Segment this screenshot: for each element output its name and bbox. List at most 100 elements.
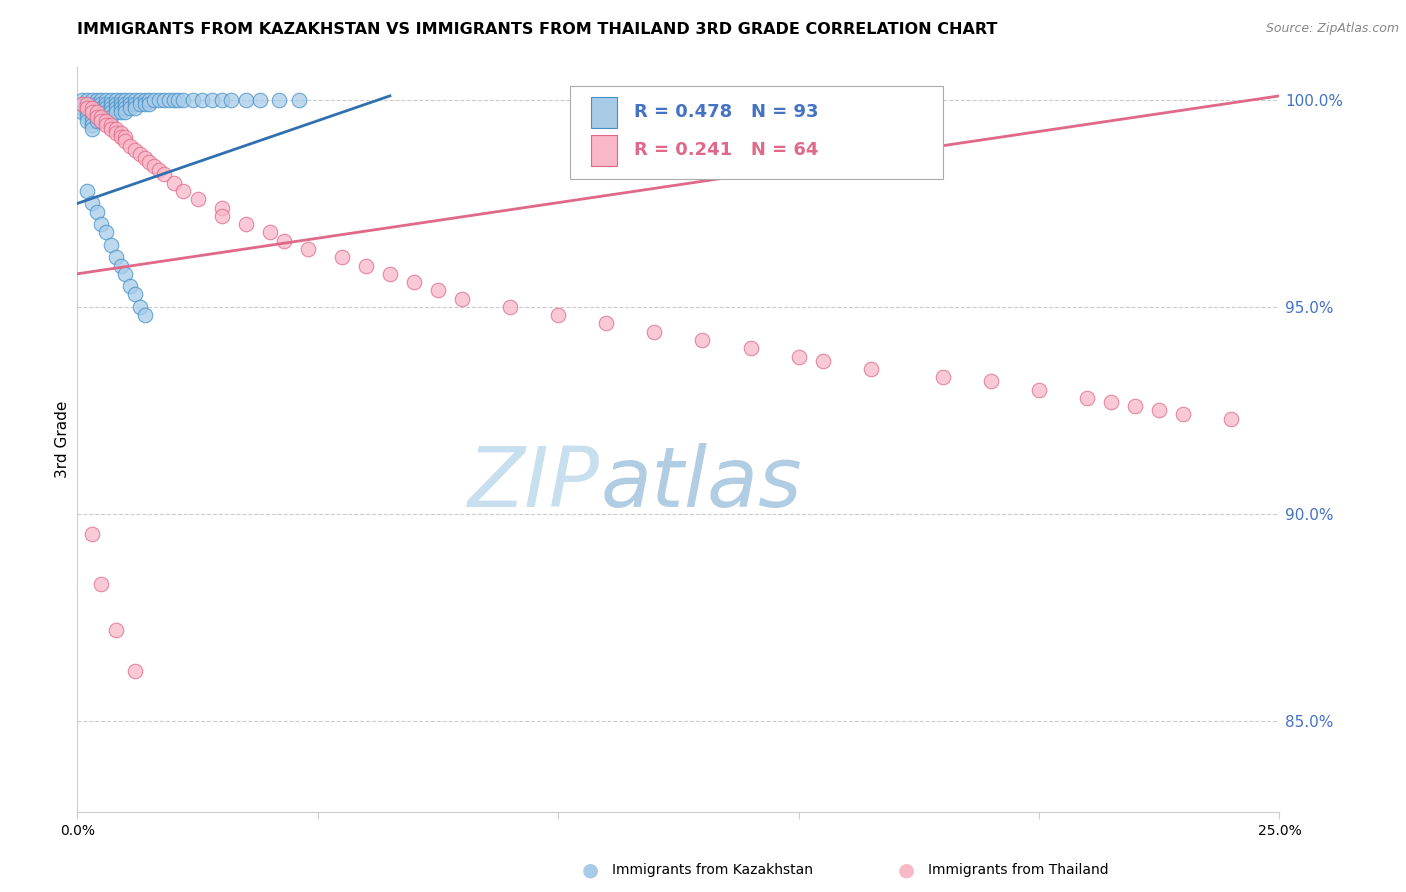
Point <box>114 134 136 148</box>
Point <box>211 201 233 215</box>
Text: Source: ZipAtlas.com: Source: ZipAtlas.com <box>1265 22 1399 36</box>
Point <box>378 267 401 281</box>
Point <box>96 105 118 120</box>
Point <box>143 159 166 173</box>
Point <box>547 308 569 322</box>
Point <box>120 101 142 115</box>
Point <box>859 362 882 376</box>
Text: IMMIGRANTS FROM KAZAKHSTAN VS IMMIGRANTS FROM THAILAND 3RD GRADE CORRELATION CHA: IMMIGRANTS FROM KAZAKHSTAN VS IMMIGRANTS… <box>77 22 998 37</box>
Point <box>134 97 156 112</box>
Point <box>76 93 98 107</box>
Point <box>70 93 93 107</box>
Point <box>287 93 309 107</box>
Point <box>76 110 98 124</box>
Point <box>104 122 127 136</box>
Point <box>134 93 156 107</box>
Text: Immigrants from Thailand: Immigrants from Thailand <box>928 863 1108 877</box>
Point <box>100 93 122 107</box>
Point <box>167 93 190 107</box>
Point <box>499 300 522 314</box>
Point <box>100 97 122 112</box>
Point <box>143 93 166 107</box>
Point <box>76 184 98 198</box>
Point <box>235 217 257 231</box>
Point <box>124 93 146 107</box>
Point <box>114 101 136 115</box>
Point <box>80 101 103 115</box>
FancyBboxPatch shape <box>591 135 617 166</box>
Point <box>100 110 122 124</box>
Point <box>297 242 319 256</box>
Point <box>427 283 450 297</box>
Point <box>80 101 103 115</box>
Point <box>273 234 295 248</box>
Point <box>114 130 136 145</box>
Point <box>104 93 127 107</box>
Point <box>96 93 118 107</box>
Point <box>104 105 127 120</box>
Point <box>104 97 127 112</box>
Point <box>96 113 118 128</box>
Point <box>128 93 150 107</box>
Point <box>110 126 132 140</box>
Text: Immigrants from Kazakhstan: Immigrants from Kazakhstan <box>612 863 813 877</box>
Point <box>86 113 108 128</box>
Point <box>128 97 150 112</box>
Point <box>740 341 762 355</box>
Point <box>153 93 176 107</box>
Point <box>120 93 142 107</box>
Point <box>1173 408 1195 422</box>
Point <box>110 93 132 107</box>
Point <box>162 176 184 190</box>
Point <box>110 105 132 120</box>
Point <box>96 97 118 112</box>
Point <box>124 143 146 157</box>
FancyBboxPatch shape <box>591 96 617 128</box>
Point <box>104 250 127 264</box>
Point <box>70 101 93 115</box>
Point <box>100 101 122 115</box>
Point <box>90 105 112 120</box>
Point <box>86 93 108 107</box>
Point <box>80 105 103 120</box>
Point <box>162 93 184 107</box>
Point <box>86 105 108 120</box>
Point <box>104 101 127 115</box>
Point <box>211 209 233 223</box>
Point <box>90 577 112 591</box>
Point <box>80 110 103 124</box>
Point <box>104 623 127 637</box>
Point <box>86 97 108 112</box>
Point <box>191 93 214 107</box>
Point <box>100 122 122 136</box>
Point <box>70 105 93 120</box>
Point <box>451 292 474 306</box>
Point <box>76 97 98 112</box>
Point <box>114 267 136 281</box>
Text: ZIP: ZIP <box>468 443 600 524</box>
Point <box>70 97 93 112</box>
Point <box>1149 403 1171 417</box>
Point <box>86 110 108 124</box>
Point <box>80 196 103 211</box>
Point <box>249 93 271 107</box>
Point <box>187 192 209 206</box>
Point <box>148 163 170 178</box>
Point <box>90 110 112 124</box>
Point <box>235 93 257 107</box>
Point <box>86 101 108 115</box>
Point <box>90 113 112 128</box>
Point <box>211 93 233 107</box>
Point <box>90 97 112 112</box>
Point <box>811 353 834 368</box>
Point <box>134 308 156 322</box>
Point <box>120 279 142 293</box>
Point <box>114 93 136 107</box>
Point <box>80 93 103 107</box>
Point <box>643 325 665 339</box>
Point <box>269 93 291 107</box>
Point <box>932 370 955 384</box>
Point <box>980 375 1002 389</box>
Point <box>96 226 118 240</box>
Point <box>124 664 146 678</box>
